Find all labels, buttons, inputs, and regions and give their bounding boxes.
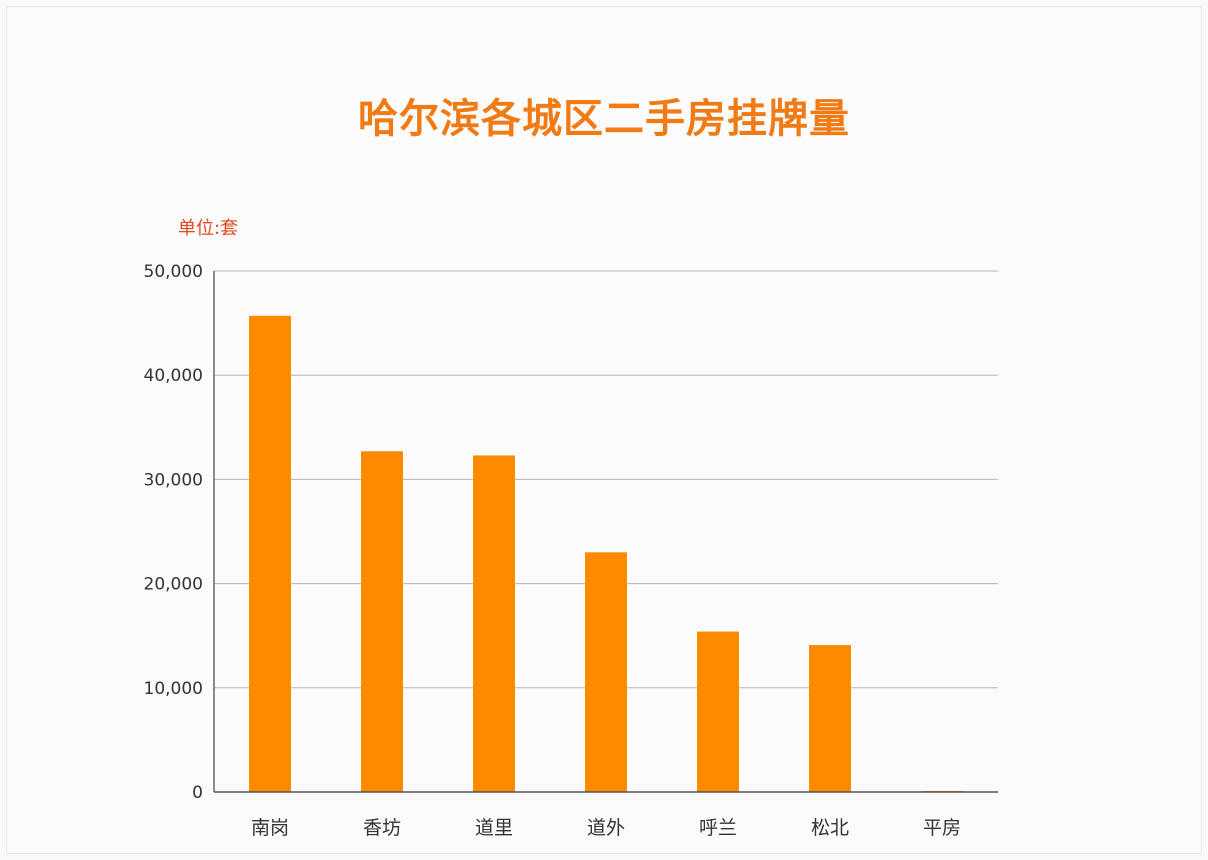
x-tick-label: 香坊 <box>363 817 401 839</box>
bar-松北 <box>809 645 851 792</box>
y-tick-label: 0 <box>192 783 203 803</box>
y-tick-label: 40,000 <box>144 366 203 386</box>
x-tick-label: 南岗 <box>251 817 289 839</box>
y-tick-label: 20,000 <box>144 575 203 595</box>
y-tick-label: 30,000 <box>144 470 203 490</box>
chart-title: 哈尔滨各城区二手房挂牌量 <box>358 96 850 142</box>
y-tick-label: 10,000 <box>144 679 203 699</box>
bar-南岗 <box>249 315 291 792</box>
x-tick-label: 道里 <box>475 817 513 839</box>
x-tick-label: 松北 <box>811 817 849 839</box>
y-tick-label: 50,000 <box>144 262 203 282</box>
bar-呼兰 <box>697 631 739 792</box>
unit-label: 单位:套 <box>178 218 239 239</box>
bar-道外 <box>585 552 627 792</box>
x-tick-label: 道外 <box>587 817 625 839</box>
bar-道里 <box>473 455 515 792</box>
x-tick-label: 平房 <box>923 817 961 839</box>
x-tick-label: 呼兰 <box>699 817 737 839</box>
bar-香坊 <box>361 451 403 792</box>
